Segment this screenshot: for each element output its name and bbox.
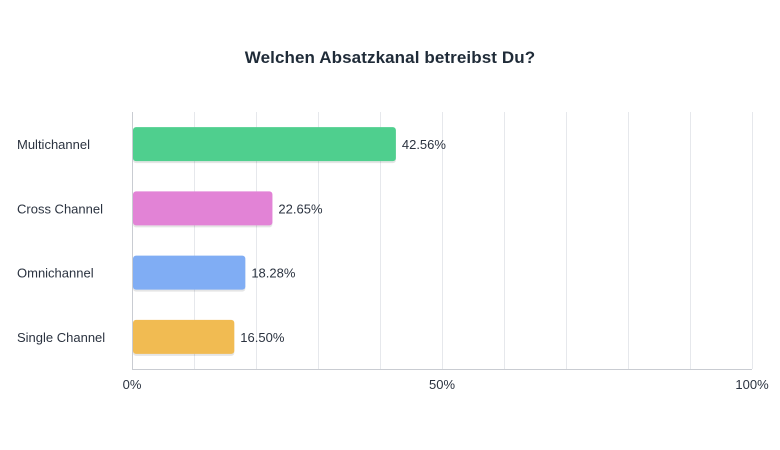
x-tick-label: 50% (429, 377, 455, 392)
gridlines (194, 112, 753, 369)
category-label: Multichannel (17, 137, 90, 152)
x-tick-label: 100% (735, 377, 769, 392)
x-tick-label: 0% (123, 377, 142, 392)
bar-series (133, 127, 396, 356)
bar (133, 319, 235, 354)
value-label: 22.65% (278, 201, 323, 216)
value-label: 18.28% (251, 266, 296, 281)
category-label: Cross Channel (17, 201, 103, 216)
category-labels: Multichannel Cross Channel Omnichannel Sing… (17, 137, 105, 345)
category-label: Omnichannel (17, 266, 94, 281)
bar (133, 191, 273, 226)
x-axis: 0% 50% 100% (123, 112, 769, 392)
chart-title: Welchen Absatzkanal betreibst Du? (244, 48, 536, 67)
value-labels: 42.56% 22.65% 18.28% 16.50% (240, 137, 446, 345)
bar (133, 127, 396, 162)
value-label: 16.50% (240, 330, 285, 345)
bar (133, 255, 246, 290)
value-label: 42.56% (402, 137, 447, 152)
category-label: Single Channel (17, 330, 105, 345)
